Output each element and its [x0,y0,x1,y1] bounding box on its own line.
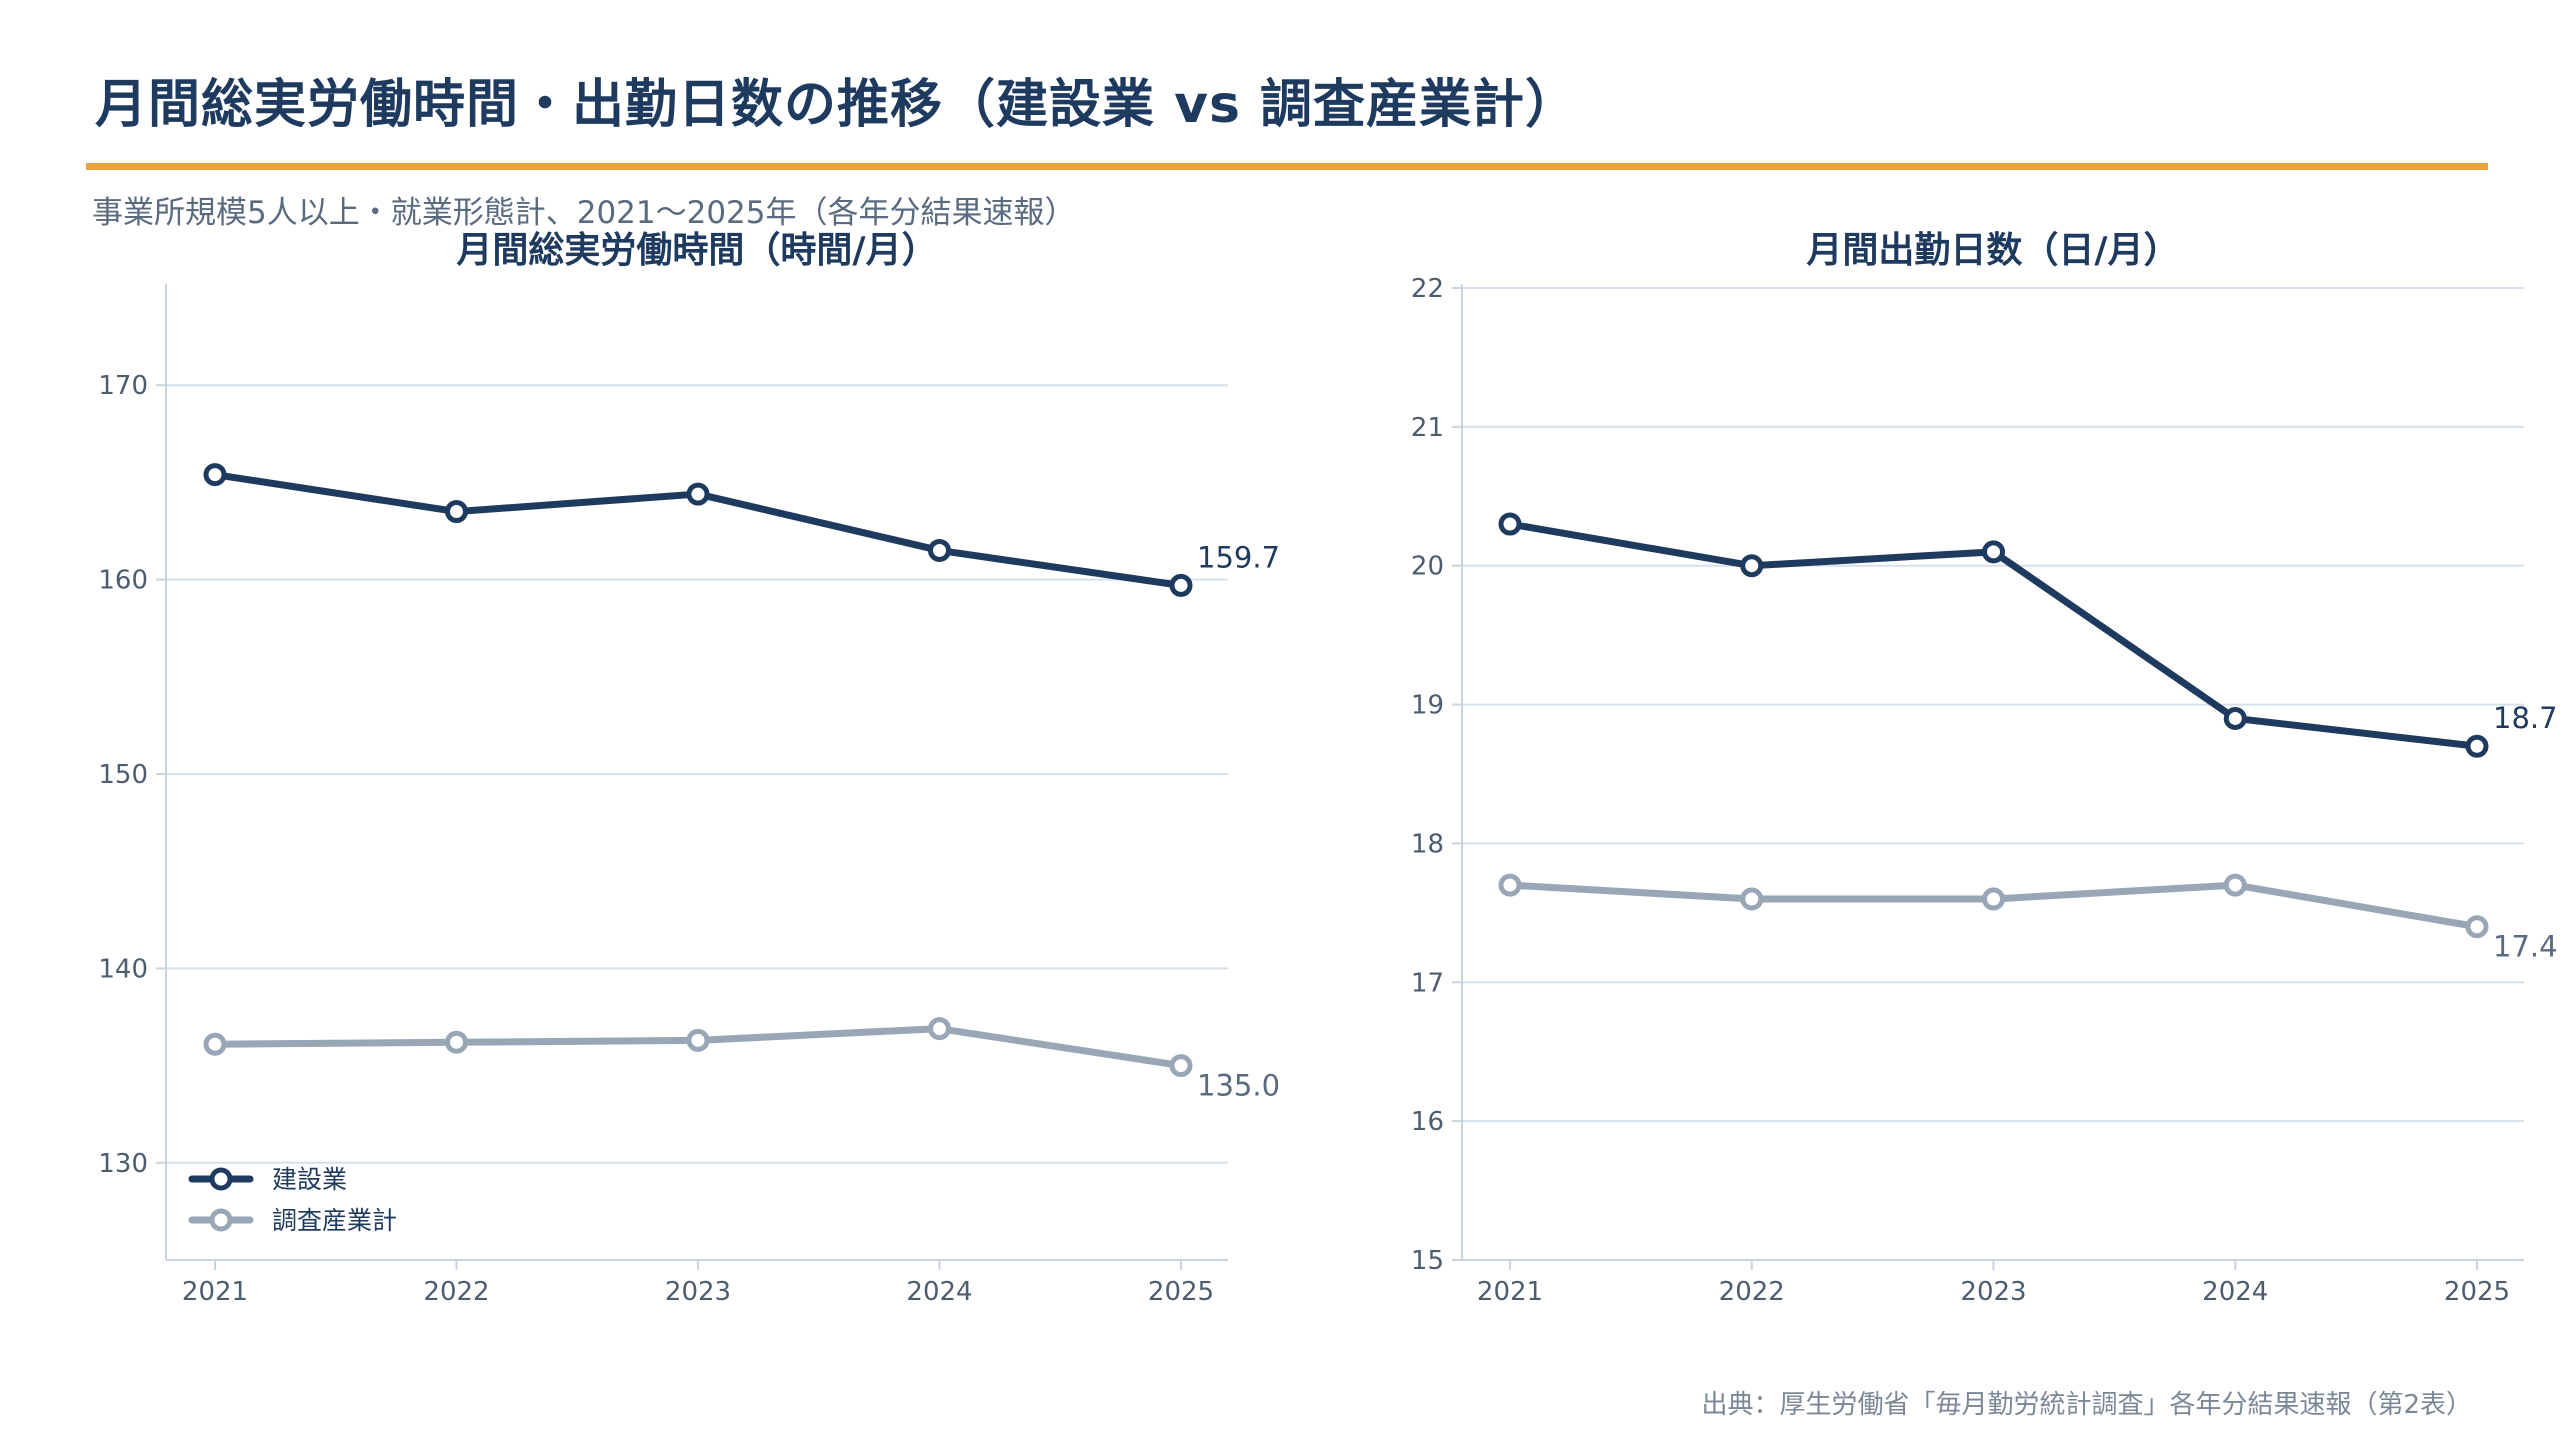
data-point [203,1032,227,1056]
x-tick-label: 2022 [1719,1277,1785,1307]
data-label: 159.7 [1197,540,1280,574]
data-point [928,538,951,562]
data-point [2465,915,2489,939]
legend-swatch-marker [209,1167,233,1191]
data-point [686,1028,710,1052]
y-tick-label: 17 [1411,968,1444,998]
y-tick-label: 150 [98,760,148,790]
x-tick-label: 2025 [1148,1277,1214,1307]
data-point [1169,1054,1193,1078]
y-tick-label: 20 [1411,552,1444,582]
x-tick-label: 2024 [906,1277,972,1307]
y-tick-label: 160 [98,566,148,596]
x-tick-label: 2023 [665,1277,731,1307]
x-tick-label: 2024 [2202,1277,2268,1307]
data-point [2223,706,2247,730]
data-point [2465,734,2489,758]
data-point [1169,573,1193,597]
data-point [203,463,227,487]
y-tick-label: 19 [1411,691,1444,721]
data-point [1498,873,1522,897]
panel-title: 月間総実労働時間（時間/月） [456,230,937,271]
y-tick-label: 140 [98,954,148,984]
y-tick-label: 16 [1411,1107,1444,1137]
y-tick-label: 170 [98,371,148,401]
data-point [686,482,710,506]
x-tick-label: 2023 [1960,1277,2026,1307]
panel-title: 月間出勤日数（日/月） [1806,230,2179,271]
data-point [1740,887,1764,911]
data-point [928,1017,951,1041]
data-point [445,1030,468,1054]
data-point [445,500,468,524]
x-tick-label: 2021 [1477,1277,1543,1307]
y-tick-label: 15 [1411,1246,1444,1276]
y-tick-label: 130 [98,1149,148,1179]
data-point [1982,887,2005,911]
title-divider [86,163,2488,170]
y-tick-label: 22 [1411,274,1444,304]
data-label: 18.7 [2493,701,2558,735]
x-tick-label: 2021 [182,1277,248,1307]
data-point [1740,554,1764,578]
y-tick-label: 18 [1411,829,1444,859]
legend-swatch-marker [209,1208,233,1232]
x-tick-label: 2025 [2444,1277,2510,1307]
legend-label: 建設業 [272,1165,347,1194]
source-note: 出典：厚生労働省「毎月勤労統計調査」各年分結果速報（第2表） [1701,1390,2472,1420]
x-tick-label: 2022 [423,1277,489,1307]
page-subtitle: 事業所規模5人以上・就業形態計、2021～2025年（各年分結果速報） [92,195,1076,231]
chart-working-hours: 月間総実労働時間（時間/月） 130 140 150 160 170 2021 2022 202… [98,230,1280,1307]
legend-label: 調査産業計 [272,1206,397,1235]
data-label: 135.0 [1197,1069,1280,1103]
data-label: 17.4 [2493,930,2558,964]
page-title: 月間総実労働時間・出勤日数の推移（建設業 vs 調査産業計） [95,75,1579,135]
y-tick-label: 21 [1411,413,1444,443]
data-point [2223,873,2247,897]
data-point [1982,540,2005,564]
data-point [1498,512,1522,536]
